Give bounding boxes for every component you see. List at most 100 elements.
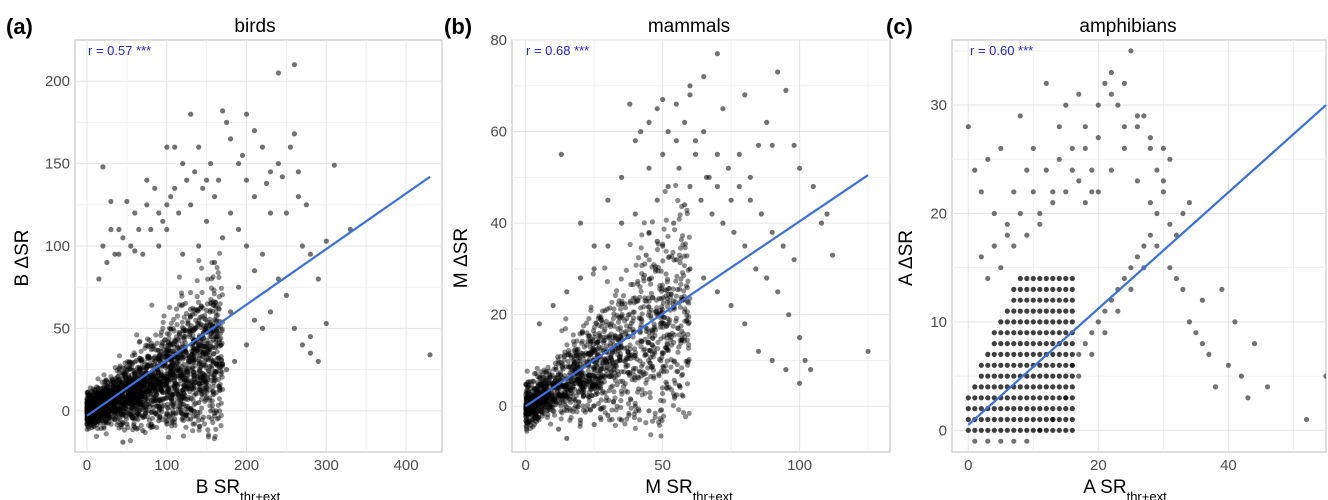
- data-point: [966, 417, 971, 422]
- data-point: [709, 211, 714, 216]
- panel-birds: (a) birdsr = 0.57 ***B ΔSRB SRthr+ext0 100…: [6, 14, 442, 500]
- data-point: [189, 356, 194, 361]
- data-point: [1109, 92, 1114, 97]
- x-tick-label: 0: [83, 457, 91, 474]
- x-tick-label: 0: [522, 457, 530, 474]
- data-point: [1057, 406, 1062, 411]
- data-point: [658, 408, 663, 413]
- data-point: [1005, 395, 1010, 400]
- data-point: [1011, 330, 1016, 335]
- data-point: [972, 428, 977, 433]
- data-point: [666, 292, 671, 297]
- data-point: [866, 349, 871, 354]
- data-point: [1180, 287, 1185, 292]
- data-point: [167, 331, 172, 336]
- data-point: [1037, 287, 1042, 292]
- data-point: [209, 276, 214, 281]
- data-point: [155, 413, 160, 418]
- data-point: [625, 370, 630, 375]
- data-point: [216, 403, 221, 408]
- data-point: [1148, 135, 1153, 140]
- data-point: [106, 403, 111, 408]
- data-point: [647, 309, 652, 314]
- x-tick-label: 20: [1090, 457, 1107, 474]
- data-point: [1050, 374, 1055, 379]
- data-point: [646, 120, 651, 125]
- data-point: [1057, 309, 1062, 314]
- data-point: [1154, 243, 1159, 248]
- data-point: [217, 251, 222, 256]
- data-point: [564, 289, 569, 294]
- y-tick-label: 60: [490, 124, 507, 141]
- data-point: [609, 300, 614, 305]
- data-point: [1050, 406, 1055, 411]
- y-tick-label: 20: [490, 307, 507, 324]
- data-point: [972, 395, 977, 400]
- data-point: [613, 423, 618, 428]
- data-point: [208, 161, 213, 166]
- data-point: [156, 243, 161, 248]
- data-point: [676, 344, 681, 349]
- data-point: [686, 300, 691, 305]
- data-point: [819, 221, 824, 226]
- data-point: [626, 401, 631, 406]
- data-point: [992, 406, 997, 411]
- data-point: [1024, 319, 1029, 324]
- data-point: [99, 390, 104, 395]
- y-axis-label-mammals: M ΔSR: [451, 228, 472, 288]
- data-point: [120, 440, 125, 445]
- data-point: [180, 161, 185, 166]
- data-point: [673, 319, 678, 324]
- data-point: [830, 253, 835, 258]
- data-point: [556, 427, 561, 432]
- data-point: [753, 266, 758, 271]
- data-point: [1011, 309, 1016, 314]
- data-point: [1057, 395, 1062, 400]
- data-point: [1044, 384, 1049, 389]
- data-point: [992, 341, 997, 346]
- data-point: [177, 404, 182, 409]
- data-point: [612, 395, 617, 400]
- data-point: [646, 340, 651, 345]
- data-point: [645, 365, 650, 370]
- data-point: [157, 353, 162, 358]
- data-point: [715, 152, 720, 157]
- data-point: [720, 106, 725, 111]
- data-point: [811, 184, 816, 189]
- data-point: [155, 341, 160, 346]
- data-point: [1063, 363, 1068, 368]
- data-point: [1005, 233, 1010, 238]
- data-point: [116, 381, 121, 386]
- data-point: [206, 432, 211, 437]
- data-point: [623, 388, 628, 393]
- data-point: [1070, 319, 1075, 324]
- data-point: [685, 332, 690, 337]
- data-point: [160, 389, 165, 394]
- data-point: [578, 417, 583, 422]
- data-point: [602, 338, 607, 343]
- data-point: [979, 189, 984, 194]
- data-point: [304, 202, 309, 207]
- data-point: [216, 275, 221, 280]
- data-point: [1024, 287, 1029, 292]
- data-point: [148, 425, 153, 430]
- data-point: [639, 339, 644, 344]
- data-point: [1057, 287, 1062, 292]
- data-point: [1037, 298, 1042, 303]
- data-point: [652, 333, 657, 338]
- data-point: [1018, 384, 1023, 389]
- data-point: [693, 138, 698, 143]
- data-point: [575, 378, 580, 383]
- data-point: [203, 363, 208, 368]
- data-point: [1122, 276, 1127, 281]
- data-point: [174, 306, 179, 311]
- data-point: [252, 318, 257, 323]
- data-point: [678, 305, 683, 310]
- data-point: [1024, 168, 1029, 173]
- data-point: [1044, 374, 1049, 379]
- data-point: [998, 319, 1003, 324]
- data-point: [525, 385, 530, 390]
- data-point: [1031, 395, 1036, 400]
- data-point: [595, 339, 600, 344]
- data-point: [523, 411, 528, 416]
